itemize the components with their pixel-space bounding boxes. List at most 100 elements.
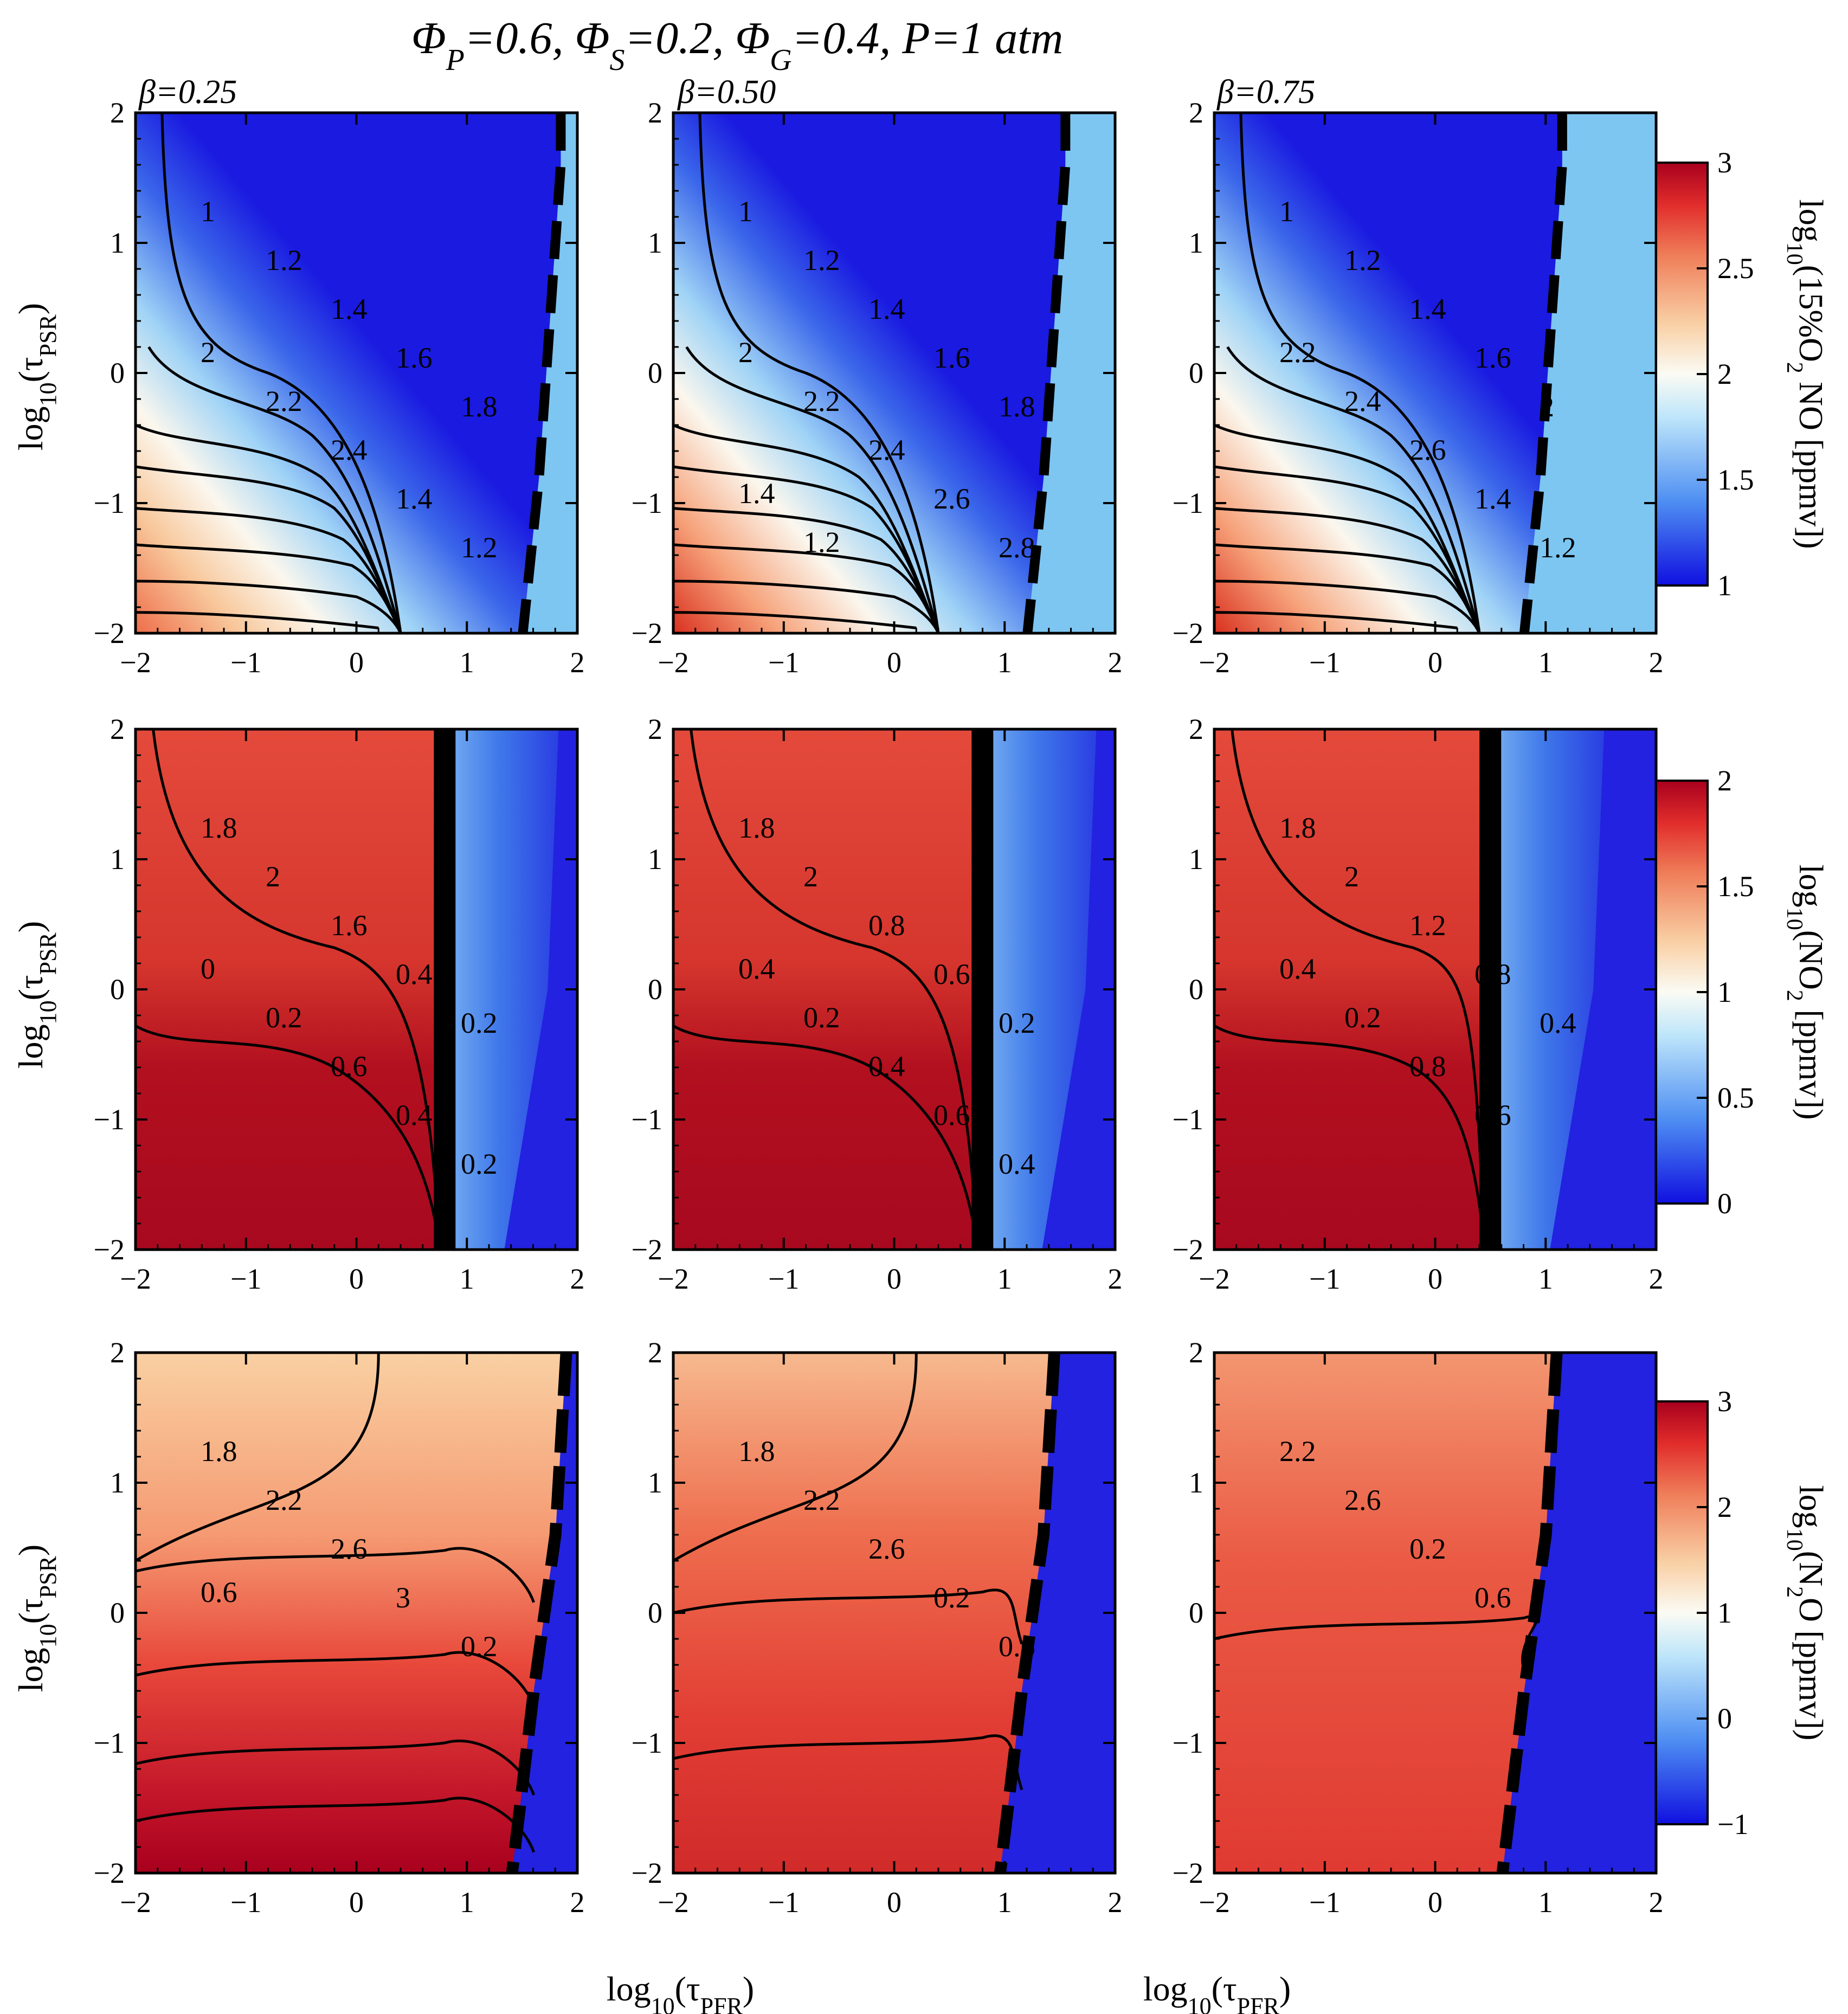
- beta-label-col-2: β=0.50: [677, 74, 776, 111]
- boundary-mark: [1496, 1353, 1563, 1873]
- boundary-mark: [971, 729, 994, 1250]
- x-tick-label: −1: [1309, 1886, 1340, 1919]
- contour-label: 2.2: [803, 385, 840, 417]
- contour-label: 1.6: [396, 342, 433, 374]
- x-tick-label: 1: [460, 1886, 474, 1919]
- x-tick-label: −1: [230, 1263, 261, 1295]
- contour-label: 0.6: [933, 958, 970, 990]
- main-title: ΦP=0.6, ΦS=0.2, ΦG=0.4, P=1 atm: [411, 13, 1064, 77]
- y-tick-label: −2: [94, 1233, 125, 1266]
- contour-label: 2: [738, 336, 753, 369]
- y-tick-label: 2: [648, 713, 662, 745]
- x-tick-label: 2: [1649, 646, 1664, 679]
- y-tick-label: −2: [94, 617, 125, 649]
- contour-line: [1214, 1025, 1486, 1250]
- colorbar-tick-label: 2: [1717, 764, 1732, 797]
- contour-line: [1214, 507, 1481, 633]
- contour-label: 0.8: [868, 909, 905, 942]
- contour-line: [152, 729, 441, 1250]
- colorbar-tick-label: 3: [1717, 146, 1732, 179]
- panel-r3-c1: 1.8 2.2 2.6 3 0.2 0.6 −2 −1 0 1 2 −2 −1 0 1 2: [94, 1336, 585, 1919]
- x-tick-label: −2: [658, 646, 688, 679]
- contour-label: 0.2: [461, 1630, 498, 1663]
- contour-label: 1.4: [738, 477, 775, 510]
- contour-label: 2.6: [1344, 1484, 1381, 1516]
- panel-r3-c3: 2.2 2.6 0.2 0.6 −2 −1 0 1 2 −2 −1 0 1 2: [1173, 1336, 1664, 1919]
- y-tick-label: −1: [94, 1727, 125, 1759]
- colorbar-tick-label: 0.5: [1717, 1082, 1754, 1114]
- beta-label-col-3: β=0.75: [1216, 74, 1315, 111]
- contour-line: [1239, 113, 1481, 633]
- y-tick-label: 1: [1189, 227, 1203, 259]
- x-tick-label: −1: [230, 646, 261, 679]
- x-tick-label: 1: [1538, 646, 1553, 679]
- contour-line: [136, 465, 402, 633]
- colorbar-tick-label: 1: [1717, 976, 1732, 1008]
- y-tick-label: 2: [648, 96, 662, 129]
- contour-label: 0.2: [266, 1001, 302, 1034]
- contour-label: 2.6: [868, 1533, 905, 1565]
- contour-line: [136, 580, 402, 633]
- x-tick-label: −1: [768, 1263, 799, 1295]
- beta-label-col-1: β=0.25: [138, 74, 237, 111]
- y-tick-label: −2: [1173, 617, 1203, 649]
- contour-line: [673, 611, 917, 629]
- contour-line: [160, 113, 402, 633]
- y-tick-label: −1: [632, 487, 662, 519]
- contour-label: 2.4: [1344, 385, 1381, 417]
- y-tick-label: 0: [1189, 357, 1203, 389]
- y-tick-label: 0: [1189, 973, 1203, 1006]
- contour-line: [136, 1353, 380, 1562]
- x-tick-label: 2: [570, 646, 585, 679]
- x-tick-label: 2: [1649, 1886, 1664, 1919]
- contour-label: 2.2: [803, 1484, 840, 1516]
- x-tick-label: 0: [349, 646, 364, 679]
- contour-label: 2: [201, 336, 215, 369]
- x-tick-label: 1: [460, 646, 474, 679]
- heatmap-field: 1.8 2 1.2 0.8 0.4 0.4 0.2 0.8 0.6: [1214, 729, 1656, 1250]
- y-tick-label: −2: [632, 1857, 662, 1889]
- y-tick-label: 1: [110, 843, 125, 876]
- contour-label: 1.8: [201, 812, 237, 844]
- contour-label: 1.4: [331, 293, 368, 325]
- y-tick-label: −1: [632, 1103, 662, 1136]
- colorbar-tick-label: −1: [1717, 1808, 1748, 1841]
- y-tick-label: 1: [110, 1466, 125, 1499]
- contour-line: [673, 1353, 918, 1562]
- contour-line: [136, 507, 402, 633]
- colorbar-row-3: 3 2 1 0 −1 log10(N2O [ppmv]): [1655, 1385, 1829, 1841]
- contour-label: 2: [803, 860, 818, 893]
- colorbars: 3 2.5 2 1.5 1 log10(15%O2 NO [ppmv]) 2 1.5 1 0.5 0…: [1655, 146, 1829, 1841]
- x-tick-label: 0: [349, 1886, 364, 1919]
- x-tick-label: −2: [1199, 1886, 1229, 1919]
- colorbar-tick-label: 1: [1717, 1597, 1732, 1629]
- contour-label: 1.6: [331, 909, 368, 942]
- contour-line: [136, 1797, 535, 1853]
- x-axis-title-col-3: log10(τPFR): [1143, 1970, 1291, 2014]
- y-tick-label: 1: [648, 843, 662, 876]
- contour-label: 0.2: [1344, 1001, 1381, 1034]
- y-tick-label: −1: [1173, 487, 1203, 519]
- contour-label: 0.4: [396, 958, 433, 990]
- y-tick-label: 1: [648, 1466, 662, 1499]
- x-tick-label: −1: [768, 646, 799, 679]
- contour-label: 0.2: [461, 1148, 498, 1180]
- contour-label: 1.4: [1409, 293, 1446, 325]
- contour-line: [136, 543, 402, 633]
- boundary-mark: [1519, 113, 1567, 633]
- x-tick-label: 0: [887, 646, 902, 679]
- x-tick-label: 0: [1428, 1263, 1443, 1295]
- inactive-region: [1000, 1353, 1115, 1873]
- panel-r2-c1: 1.8 2 1.6 0.4 0.2 0 0.2 0.6 0.4 0.2 −2 −1 0 1 2 −2 −1 0 1 2: [94, 713, 585, 1295]
- y-axis-title-row-1: log10(τPSR): [11, 303, 61, 451]
- contour-label: 1.2: [461, 531, 498, 564]
- contour-label: 2.6: [331, 1533, 368, 1565]
- y-tick-label: 2: [648, 1336, 662, 1369]
- contour-line: [690, 729, 978, 1250]
- y-tick-label: −2: [1173, 1857, 1203, 1889]
- heatmap-field: 1 1.2 1.4 1.6 2 2.2 2.4 2.6 1.4 1.2: [1214, 113, 1656, 633]
- contour-label: 0.6: [201, 1576, 237, 1608]
- contour-label: 0.8: [1409, 1050, 1446, 1083]
- y-tick-label: 0: [648, 357, 662, 389]
